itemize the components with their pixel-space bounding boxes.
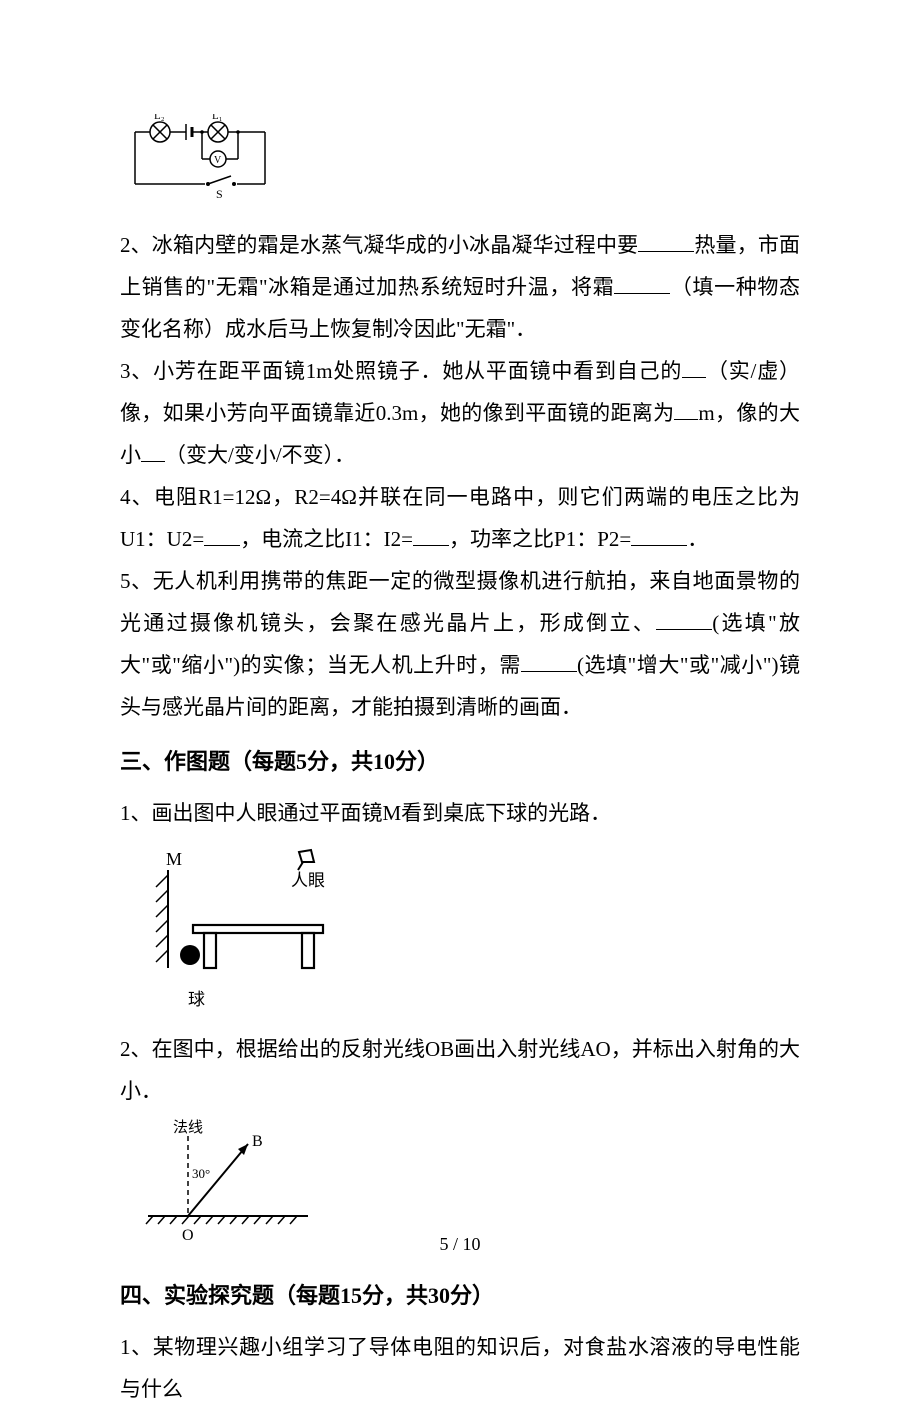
question-4: 4、电阻R1=12Ω，R2=4Ω并联在同一电路中，则它们两端的电压之比为U1：U… — [120, 476, 800, 560]
question-5: 5、无人机利用携带的焦距一定的微型摄像机进行航拍，来自地面景物的光通过摄像机镜头… — [120, 560, 800, 728]
section-4-heading: 四、实验探究题（每题15分，共30分） — [120, 1274, 800, 1318]
q2-pre: 2、冰箱内壁的霜是水蒸气凝华成的小冰晶凝华过程中要 — [120, 233, 638, 257]
question-2: 2、冰箱内壁的霜是水蒸气凝华成的小冰晶凝华过程中要热量，市面上销售的"无霜"冰箱… — [120, 224, 800, 350]
mirror-label-M: M — [166, 849, 182, 869]
q4-blank1 — [204, 525, 240, 546]
B-label: B — [252, 1133, 263, 1150]
q3-pre: 3、小芳在距平面镜1m处照镜子．她从平面镜中看到自己的 — [120, 359, 682, 383]
q4-blank2 — [413, 525, 449, 546]
normal-label: 法线 — [173, 1119, 203, 1136]
section-3-heading: 三、作图题（每题5分，共10分） — [120, 740, 800, 784]
q2-blank1 — [638, 231, 694, 252]
circuit-label-S: S — [216, 187, 223, 201]
q4-post: ． — [687, 527, 708, 551]
ball-label: 球 — [188, 990, 205, 1009]
q5-blank2 — [521, 651, 577, 672]
page-footer: 5 / 10 — [0, 1226, 920, 1262]
q5-blank1 — [656, 609, 712, 630]
eye-label: 人眼 — [291, 871, 325, 890]
angle-label: 30° — [192, 1166, 210, 1181]
section-4-q1: 1、某物理兴趣小组学习了导体电阻的知识后，对食盐水溶液的导电性能与什么 — [120, 1326, 800, 1410]
circuit-diagram: L₂ L₁ V S — [120, 114, 800, 216]
q4-mid2: ，功率之比P1：P2= — [449, 527, 631, 551]
section-3-q1: 1、画出图中人眼通过平面镜M看到桌底下球的光路． — [120, 792, 800, 834]
circuit-label-L2: L₂ — [154, 114, 165, 122]
q3-post: （变大/变小/不变）． — [165, 443, 355, 467]
circuit-label-V: V — [214, 155, 222, 166]
q2-blank2 — [614, 273, 670, 294]
q4-blank3 — [631, 525, 687, 546]
q3-blank1 — [682, 357, 706, 378]
q3-blank3 — [141, 441, 165, 462]
q4-mid1: ，电流之比I1：I2= — [240, 527, 413, 551]
circuit-label-L1: L₁ — [212, 114, 223, 122]
eye-icon — [298, 850, 314, 870]
question-3: 3、小芳在距平面镜1m处照镜子．她从平面镜中看到自己的（实/虚）像，如果小芳向平… — [120, 350, 800, 476]
q3-blank2 — [674, 399, 698, 420]
section-3-q2: 2、在图中，根据给出的反射光线OB画出入射光线AO，并标出入射角的大小． — [120, 1028, 800, 1112]
mirror-diagram: M 人眼 球 — [138, 840, 800, 1024]
